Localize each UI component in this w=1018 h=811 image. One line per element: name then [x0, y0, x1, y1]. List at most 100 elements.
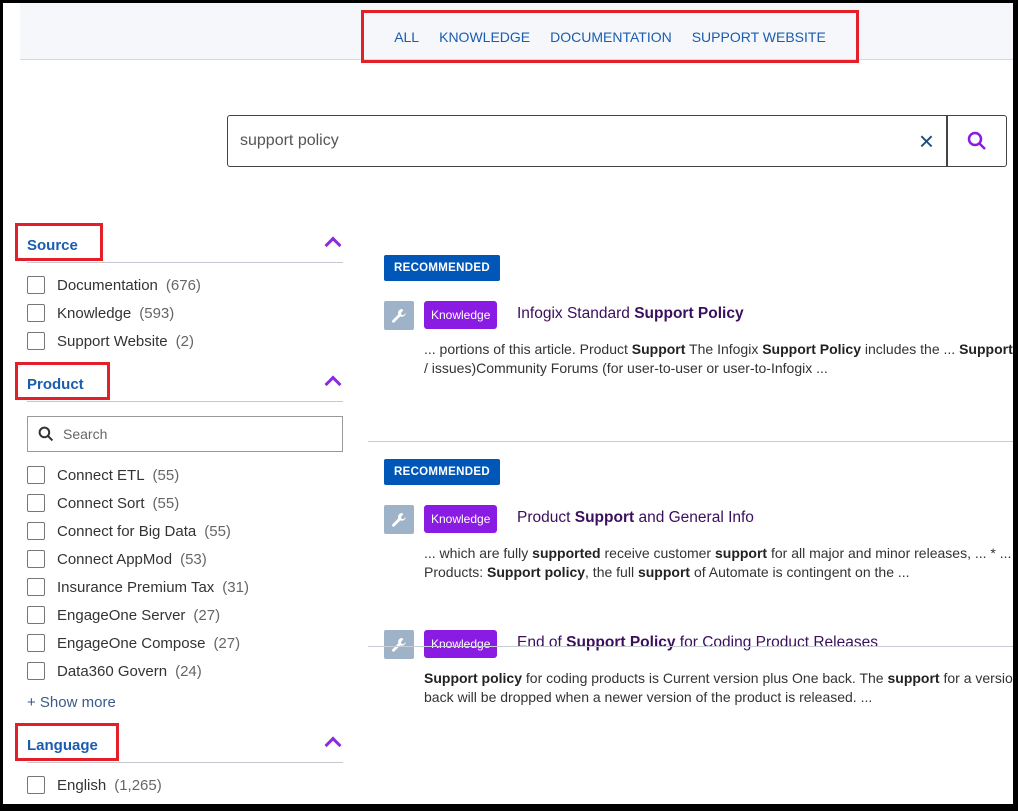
search-icon — [967, 131, 986, 150]
option-label: English — [57, 776, 107, 794]
checkbox[interactable] — [27, 662, 45, 680]
filter-option[interactable]: Knowledge (593) — [27, 304, 174, 322]
chevron-up-icon[interactable] — [324, 236, 342, 254]
search-icon — [38, 426, 54, 442]
page: ALL KNOWLEDGE DOCUMENTATION SUPPORT WEBS… — [3, 3, 1013, 804]
highlight-term: Support — [631, 341, 686, 357]
highlight-box — [15, 223, 103, 261]
checkbox[interactable] — [27, 466, 45, 484]
checkbox[interactable] — [27, 304, 45, 322]
option-label: Connect for Big Data — [57, 522, 197, 540]
snippet-line: ... portions of this article. Product Su… — [424, 340, 1013, 359]
language-filter-header[interactable]: Language — [15, 723, 343, 763]
highlight-term: Support Policy — [634, 305, 744, 322]
option-label: EngageOne Compose — [57, 634, 206, 652]
highlight-box — [15, 362, 110, 400]
checkbox[interactable] — [27, 776, 45, 794]
text-segment: Product — [517, 509, 575, 526]
option-count: (2) — [175, 332, 194, 350]
filter-option[interactable]: Connect ETL (55) — [27, 466, 179, 484]
filter-option[interactable]: Support Website (2) — [27, 332, 194, 350]
chevron-up-icon[interactable] — [324, 736, 342, 754]
filter-option[interactable]: EngageOne Server (27) — [27, 606, 220, 624]
option-label: Connect ETL — [57, 466, 145, 484]
text-segment: Products: — [424, 564, 488, 580]
checkbox[interactable] — [27, 634, 45, 652]
text-segment: and General Info — [634, 509, 754, 526]
option-label: EngageOne Server — [57, 606, 186, 624]
checkbox[interactable] — [27, 578, 45, 596]
option-count: (55) — [152, 466, 180, 484]
filter-option[interactable]: Connect Sort (55) — [27, 494, 179, 512]
text-segment: The Infogix — [685, 341, 763, 357]
clear-icon[interactable]: × — [918, 126, 934, 156]
wrench-icon — [384, 505, 414, 534]
text-segment: for Coding Product Releases — [675, 634, 878, 651]
divider — [368, 441, 1013, 442]
filter-option[interactable]: Connect AppMod (53) — [27, 550, 207, 568]
divider — [368, 646, 1013, 647]
text-segment: includes the ... — [861, 341, 960, 357]
result-snippet: ... portions of this article. Product Su… — [424, 340, 1013, 378]
language-filter-title: Language — [27, 737, 98, 754]
option-label: Connect AppMod — [57, 550, 173, 568]
filter-option[interactable]: Documentation (676) — [27, 276, 201, 294]
knowledge-tag: Knowledge — [424, 301, 498, 329]
filter-option[interactable]: English (1,265) — [27, 776, 162, 794]
filter-option[interactable]: Data360 Govern (24) — [27, 662, 202, 680]
text-segment: / issues)Community Forums (for user-to-u… — [424, 360, 828, 376]
chevron-up-icon[interactable] — [324, 375, 342, 393]
search-button[interactable] — [947, 115, 1007, 167]
knowledge-tag: Knowledge — [424, 505, 498, 533]
option-label: Knowledge — [57, 304, 132, 322]
result-title-link[interactable]: Infogix Standard Support Policy — [517, 305, 744, 323]
checkbox[interactable] — [27, 332, 45, 350]
search-value: support policy — [240, 132, 339, 149]
text-segment: back will be dropped when a newer versio… — [424, 689, 873, 705]
highlight-box — [15, 723, 119, 761]
product-filter-header[interactable]: Product — [15, 362, 343, 402]
text-segment: ... portions of this article. Product — [424, 341, 632, 357]
checkbox[interactable] — [27, 494, 45, 512]
filter-option[interactable]: Insurance Premium Tax (31) — [27, 578, 249, 596]
tab-all[interactable]: ALL — [394, 28, 420, 45]
highlight-term: supported — [532, 545, 601, 561]
snippet-line: Support policy for coding products is Cu… — [424, 669, 1013, 688]
option-count: (24) — [175, 662, 202, 680]
show-more-link[interactable]: + Show more — [27, 694, 116, 711]
search-input[interactable]: support policy × — [227, 115, 947, 167]
tab-support-website[interactable]: SUPPORT WEBSITE — [691, 28, 826, 45]
option-count: (1,265) — [114, 776, 162, 794]
result-snippet: ... which are fully supported receive cu… — [424, 544, 1013, 582]
result-snippet: Support policy for coding products is Cu… — [424, 669, 1013, 707]
knowledge-tag: Knowledge — [424, 630, 498, 658]
tab-knowledge[interactable]: KNOWLEDGE — [439, 28, 531, 45]
recommended-badge: RECOMMENDED — [384, 255, 500, 281]
option-label: Insurance Premium Tax — [57, 578, 215, 596]
checkbox[interactable] — [27, 606, 45, 624]
product-search-input[interactable]: Search — [27, 416, 343, 452]
source-filter-header[interactable]: Source — [15, 223, 343, 263]
highlight-term: Support policy — [424, 670, 522, 686]
option-count: (55) — [152, 494, 180, 512]
checkbox[interactable] — [27, 522, 45, 540]
result-title-link[interactable]: End of Support Policy for Coding Product… — [517, 634, 878, 652]
option-label: Data360 Govern — [57, 662, 168, 680]
tab-documentation[interactable]: DOCUMENTATION — [550, 28, 672, 45]
highlight-term: support — [637, 564, 691, 580]
option-label: Connect Sort — [57, 494, 145, 512]
product-filter-title: Product — [27, 376, 84, 393]
text-segment: , the full — [585, 564, 638, 580]
checkbox[interactable] — [27, 550, 45, 568]
result-title-link[interactable]: Product Support and General Info — [517, 509, 754, 527]
text-segment: for a version — [939, 670, 1013, 686]
option-count: (31) — [222, 578, 249, 596]
highlight-term: Support Policy — [762, 341, 862, 357]
text-segment: of Automate is contingent on the ... — [690, 564, 910, 580]
option-count: (55) — [204, 522, 231, 540]
filter-option[interactable]: EngageOne Compose (27) — [27, 634, 240, 652]
filter-option[interactable]: Connect for Big Data (55) — [27, 522, 231, 540]
search-placeholder: Search — [63, 426, 108, 442]
checkbox[interactable] — [27, 276, 45, 294]
highlight-term: support — [887, 670, 940, 686]
